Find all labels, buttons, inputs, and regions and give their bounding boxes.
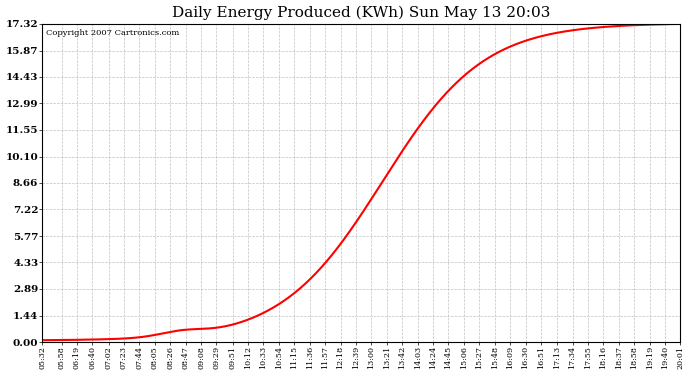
Text: Copyright 2007 Cartronics.com: Copyright 2007 Cartronics.com [46,28,179,37]
Title: Daily Energy Produced (KWh) Sun May 13 20:03: Daily Energy Produced (KWh) Sun May 13 2… [172,6,551,20]
